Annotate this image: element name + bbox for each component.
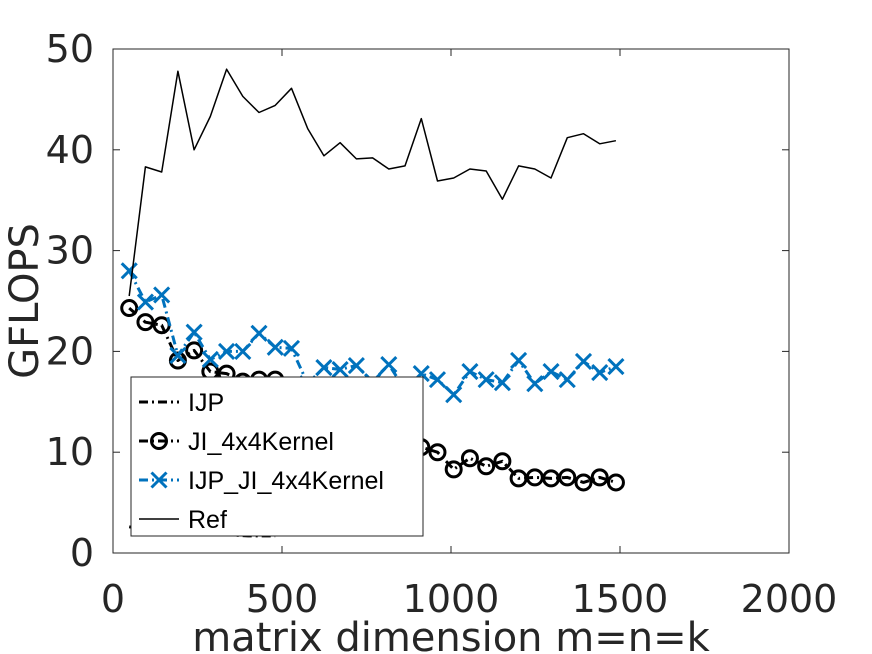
x-tick-label: 0 <box>101 577 125 621</box>
series-ji-4x4kernel-point-12 <box>444 460 463 479</box>
series-ijp-ji-4x4kernel-point-3 <box>169 346 187 364</box>
series-line-ref <box>128 68 617 297</box>
series-ijp-ji-4x4kernel-point-4 <box>185 323 203 341</box>
series-ijp-ji-4x4kernel-point-23 <box>493 374 511 392</box>
series-ijp-ji-4x4kernel <box>120 262 625 404</box>
y-tick-label: 30 <box>46 229 94 273</box>
series-ijp-ji-4x4kernel-point-21 <box>461 362 479 381</box>
legend: IJP JI_4x4Kernel IJP_JI_4x4Kernel Ref <box>130 376 424 537</box>
y-tick-label: 0 <box>70 531 94 575</box>
legend-label: JI_4x4Kernel <box>188 428 334 456</box>
x-axis-title: matrix dimension m=n=k <box>192 615 710 654</box>
series-ji-4x4kernel-point-0 <box>120 299 139 318</box>
series-ji-4x4kernel-point-21 <box>590 468 609 487</box>
series-ji-4x4kernel-point-22 <box>606 473 625 492</box>
legend-label: IJP_JI_4x4Kernel <box>188 467 384 495</box>
series-ijp-ji-4x4kernel-point-25 <box>526 375 544 393</box>
series-ijp-ji-4x4kernel-point-0 <box>120 262 138 280</box>
x-tick-label: 1500 <box>572 577 669 621</box>
series-ijp-ji-4x4kernel-point-16 <box>380 355 398 374</box>
series-ijp-ji-4x4kernel-point-30 <box>607 357 625 376</box>
series-ijp-ji-4x4kernel-point-2 <box>153 286 171 304</box>
series-ijp-ji-4x4kernel-point-26 <box>542 362 560 381</box>
y-tick-label: 20 <box>46 329 94 373</box>
legend-entry: Ref <box>139 506 227 534</box>
legend-entry: JI_4x4Kernel <box>139 428 334 456</box>
series-ji-4x4kernel-point-15 <box>493 452 512 471</box>
series-ijp-ji-4x4kernel-point-10 <box>282 339 301 357</box>
series-ijp-ji-4x4kernel-point-19 <box>428 371 447 389</box>
series-ji-4x4kernel-point-1 <box>136 313 155 332</box>
series-ijp-ji-4x4kernel-point-28 <box>574 352 593 371</box>
series-ijp-ji-4x4kernel-point-9 <box>266 338 284 356</box>
legend-marker-point-0 <box>150 471 168 489</box>
series-ji-4x4kernel-point-4 <box>185 341 204 360</box>
y-tick-label: 10 <box>46 430 94 474</box>
series-ref <box>128 68 617 297</box>
series-ijp-ji-4x4kernel-point-24 <box>510 351 528 370</box>
legend-box <box>130 376 424 537</box>
series-ijp-ji-4x4kernel-point-12 <box>315 358 333 377</box>
x-tick-label: 1000 <box>403 577 500 621</box>
series-ijp-ji-4x4kernel-point-5 <box>201 350 219 369</box>
y-tick-label: 50 <box>46 27 94 71</box>
legend-marker-point-0 <box>150 432 168 450</box>
x-tick-label: 500 <box>246 577 319 621</box>
series-ijp-ji-4x4kernel-point-8 <box>250 324 268 342</box>
series-ijp-ji-4x4kernel-point-1 <box>136 293 155 311</box>
series-ji-4x4kernel-point-11 <box>428 443 447 462</box>
legend-entry: IJP_JI_4x4Kernel <box>139 467 384 495</box>
x-tick-label: 2000 <box>741 577 838 621</box>
series-ijp-ji-4x4kernel-point-6 <box>218 342 236 360</box>
legend-label: IJP <box>188 389 224 417</box>
series-ijp-ji-4x4kernel-point-14 <box>347 356 365 375</box>
series-ijp-ji-4x4kernel-point-13 <box>331 360 349 379</box>
series-ji-4x4kernel-point-19 <box>558 468 577 487</box>
series-ji-4x4kernel-point-13 <box>460 449 479 468</box>
series-ji-4x4kernel-point-14 <box>477 457 496 476</box>
series-ijp-ji-4x4kernel-point-7 <box>234 342 252 360</box>
series-ijp-ji-4x4kernel-point-27 <box>558 371 576 389</box>
y-tick-label: 40 <box>46 128 94 172</box>
legend-entry: IJP <box>139 389 224 417</box>
series-ji-4x4kernel-point-20 <box>574 473 593 492</box>
y-axis-title: GFLOPS <box>2 223 48 379</box>
series-ijp-ji-4x4kernel-point-22 <box>477 371 495 389</box>
axes: 0 500 1000 1500 2000 0 10 20 30 40 50 matrix dimens… <box>2 27 837 654</box>
series-ijp-ji-4x4kernel-point-29 <box>591 364 609 382</box>
series-ijp-ji-4x4kernel-point-20 <box>445 386 463 404</box>
legend-label: Ref <box>188 506 227 534</box>
